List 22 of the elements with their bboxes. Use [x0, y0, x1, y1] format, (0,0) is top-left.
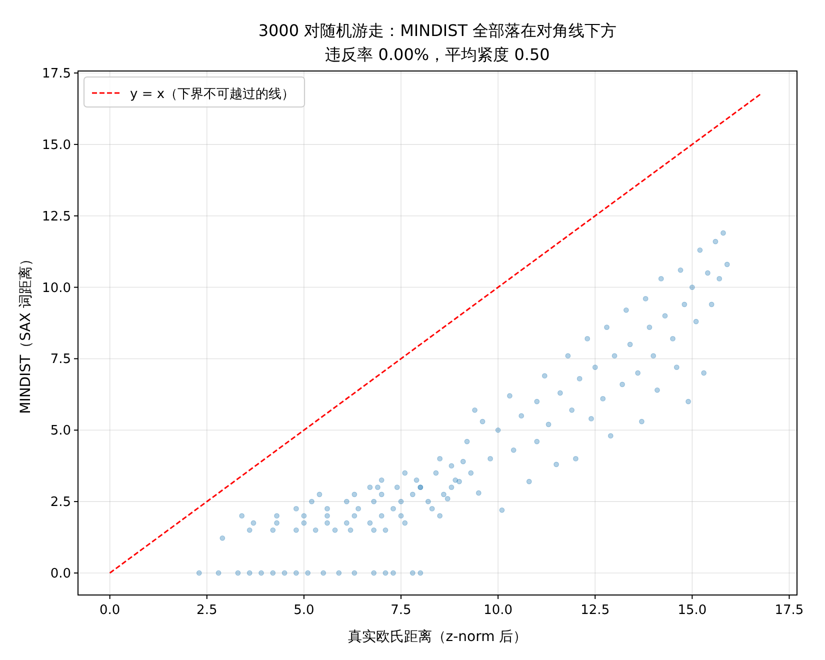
x-tick-label: 17.5 — [774, 603, 804, 618]
y-tick-label: 17.5 — [42, 66, 71, 82]
x-tick-label: 12.5 — [580, 603, 610, 618]
y-tick-label: 10.0 — [42, 280, 71, 296]
y-tick-label: 7.5 — [50, 352, 71, 368]
y-tick-label: 2.5 — [50, 495, 71, 510]
x-tick-label: 5.0 — [294, 603, 314, 618]
x-axis-title: 真实欧氏距离（z-norm 后） — [348, 629, 528, 645]
x-tick-label: 2.5 — [196, 603, 218, 618]
legend-label: y = x（下界不可越过的线） — [130, 87, 295, 102]
chart-title: 3000 对随机游走：MINDIST 全部落在对角线下方 — [258, 21, 617, 40]
x-tick-label: 15.0 — [678, 603, 707, 618]
y-tick-label: 0.0 — [50, 566, 71, 582]
y-axis-title: MINDIST（SAX 词距离） — [18, 252, 34, 414]
legend: y = x（下界不可越过的线） — [84, 76, 306, 108]
x-tick-label: 7.5 — [390, 603, 412, 618]
x-tick-label: 10.0 — [484, 603, 513, 618]
chart-subtitle: 违反率 0.00%，平均紧度 0.50 — [325, 45, 550, 64]
y-tick-label: 15.0 — [42, 138, 71, 153]
x-tick-label: 0.0 — [99, 603, 120, 618]
y-tick-label: 12.5 — [42, 209, 71, 224]
y-tick-label: 5.0 — [50, 424, 71, 439]
